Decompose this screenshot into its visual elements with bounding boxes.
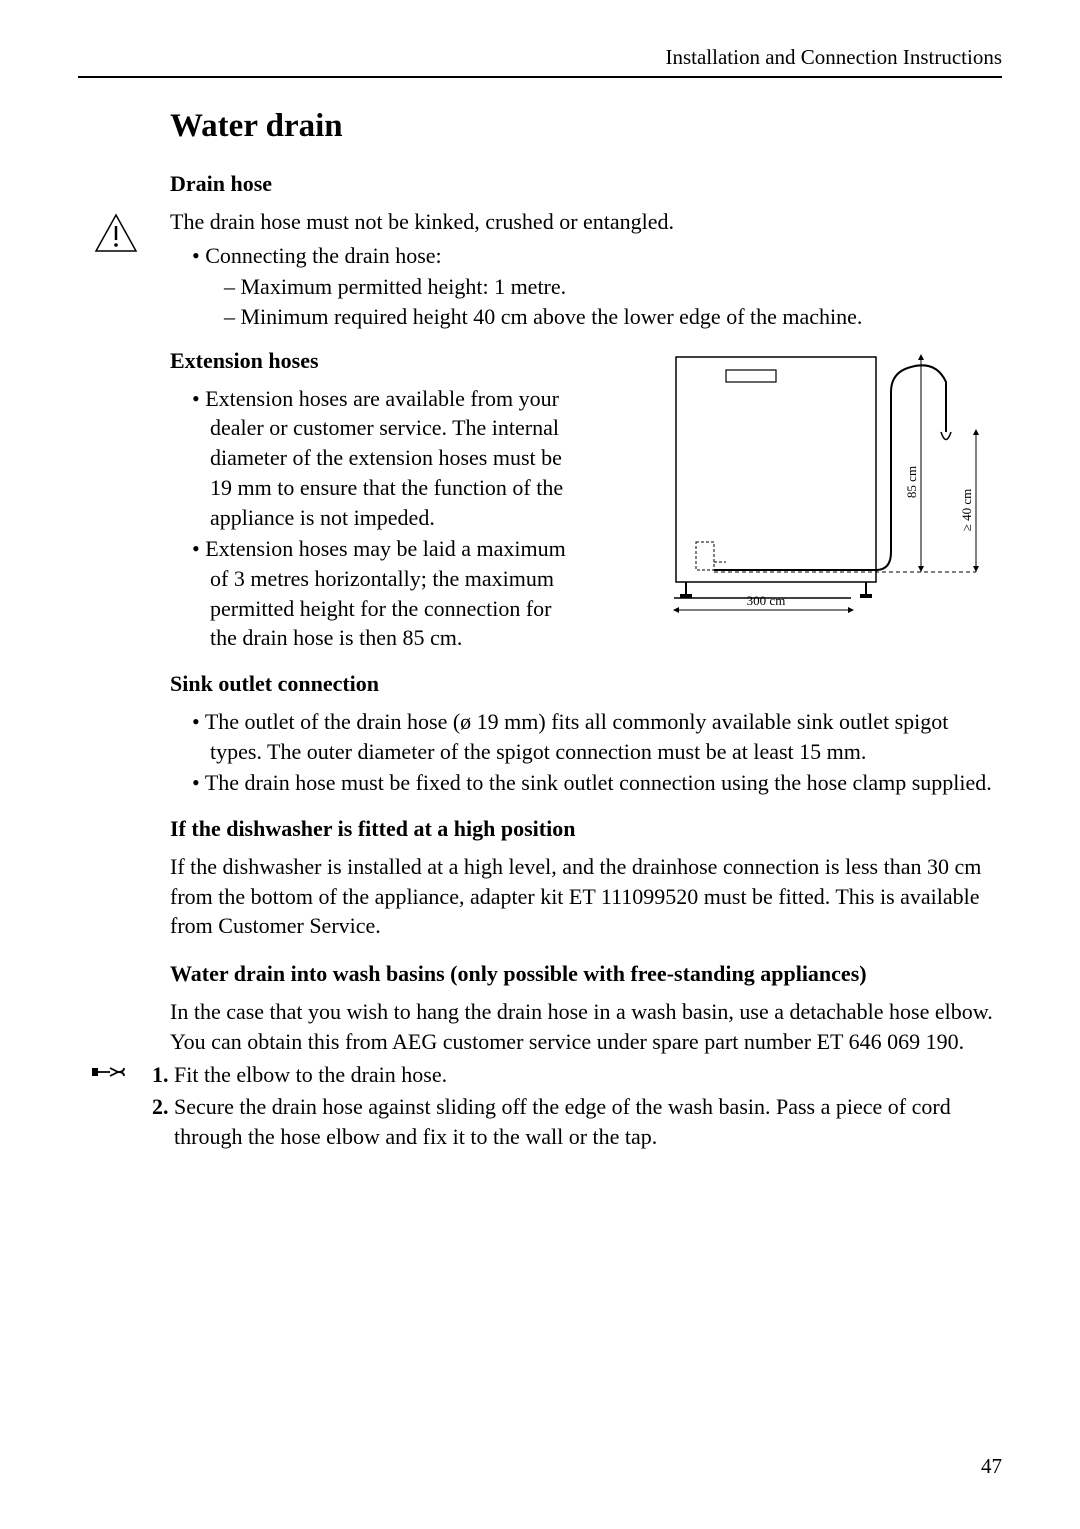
- bullet-text: Connecting the drain hose:: [205, 243, 441, 268]
- drain-hose-bullets: • Connecting the drain hose: – Maximum p…: [192, 241, 1002, 332]
- step-item: 2. Secure the drain hose against sliding…: [152, 1092, 1002, 1151]
- numbered-steps: 1. Fit the elbow to the drain hose. 2. S…: [152, 1060, 1002, 1151]
- high-position-title: If the dishwasher is fitted at a high po…: [170, 816, 1002, 842]
- sink-title: Sink outlet connection: [170, 671, 1002, 697]
- bullet-item: • Connecting the drain hose:: [192, 241, 1002, 271]
- bullet-text: The drain hose must be fixed to the sink…: [205, 770, 992, 795]
- bullet-item: • Extension hoses may be laid a maximum …: [192, 534, 580, 653]
- extension-section: 85 cm ≥ 40 cm 300 cm Extension hoses • E…: [170, 348, 1002, 653]
- bullet-item: • The outlet of the drain hose (ø 19 mm)…: [192, 707, 1002, 766]
- page-container: Installation and Connection Instructions…: [0, 0, 1080, 1199]
- bullet-item: • Extension hoses are available from you…: [192, 384, 580, 532]
- bullet-text: Extension hoses are available from your …: [205, 386, 563, 530]
- bullet-text: Extension hoses may be laid a maximum of…: [205, 536, 566, 650]
- diagram-label-40cm: ≥ 40 cm: [959, 488, 974, 531]
- diagram-label-300cm: 300 cm: [747, 593, 786, 608]
- warning-icon: [94, 213, 138, 258]
- drain-hose-title: Drain hose: [170, 171, 1002, 197]
- bullet-item: • The drain hose must be fixed to the si…: [192, 768, 1002, 798]
- dash-item: – Maximum permitted height: 1 metre.: [224, 272, 1002, 302]
- diagram-label-85cm: 85 cm: [904, 466, 919, 498]
- step-item: 1. Fit the elbow to the drain hose.: [152, 1060, 1002, 1090]
- installation-diagram: 85 cm ≥ 40 cm 300 cm: [666, 352, 1006, 627]
- bullet-text: The outlet of the drain hose (ø 19 mm) f…: [205, 709, 949, 764]
- dash-list: – Maximum permitted height: 1 metre. – M…: [224, 272, 1002, 331]
- wash-basin-text: In the case that you wish to hang the dr…: [170, 997, 1002, 1056]
- step-text: Fit the elbow to the drain hose.: [174, 1062, 447, 1087]
- page-number: 47: [981, 1454, 1002, 1479]
- header-breadcrumb: Installation and Connection Instructions: [78, 45, 1002, 78]
- wash-basin-title: Water drain into wash basins (only possi…: [170, 961, 1002, 987]
- dash-text: Maximum permitted height: 1 metre.: [241, 274, 567, 299]
- extension-text-block: • Extension hoses are available from you…: [170, 384, 580, 653]
- main-title: Water drain: [170, 108, 1002, 145]
- content-area: Drain hose The drain hose must not be ki…: [170, 171, 1002, 1152]
- dash-item: – Minimum required height 40 cm above th…: [224, 302, 1002, 332]
- high-position-text: If the dishwasher is installed at a high…: [170, 852, 1002, 941]
- dash-text: Minimum required height 40 cm above the …: [241, 304, 863, 329]
- step-text: Secure the drain hose against sliding of…: [174, 1094, 951, 1149]
- drain-hose-intro: The drain hose must not be kinked, crush…: [170, 207, 1002, 237]
- hand-pointer-icon: [90, 1060, 130, 1089]
- sink-bullets: • The outlet of the drain hose (ø 19 mm)…: [192, 707, 1002, 798]
